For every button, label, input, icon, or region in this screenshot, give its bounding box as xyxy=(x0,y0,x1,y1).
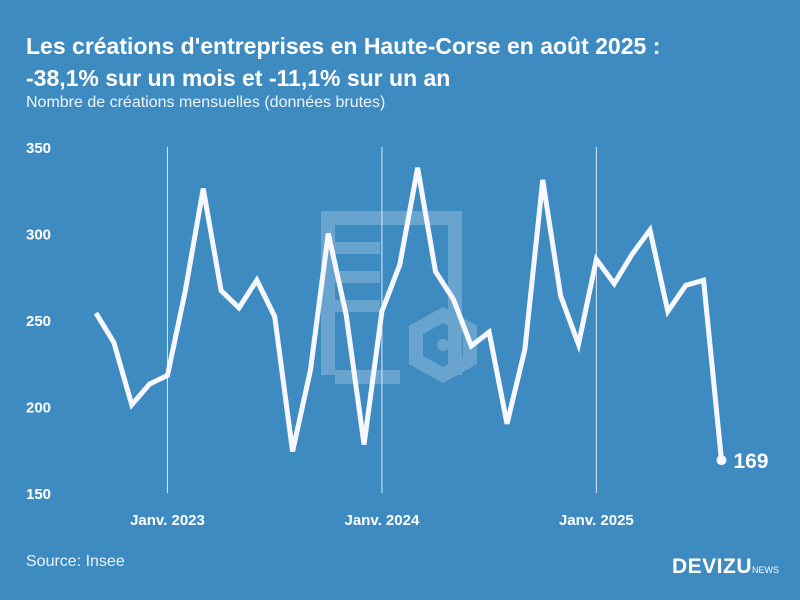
watermark-logo-icon xyxy=(321,211,477,384)
y-tick-label: 300 xyxy=(26,227,51,244)
logo-suffix: NEWS xyxy=(752,565,780,575)
chart-title: Les créations d'entreprises en Haute-Cor… xyxy=(26,30,660,94)
x-tick-label: Janv. 2023 xyxy=(130,512,205,529)
devizu-logo: DEVIZUNEWS xyxy=(672,555,779,579)
title-line-1: Les créations d'entreprises en Haute-Cor… xyxy=(26,33,661,59)
source-note: Source: Insee xyxy=(26,553,125,570)
y-tick-label: 150 xyxy=(26,486,51,503)
y-tick-label: 350 xyxy=(26,140,51,157)
title-line-2: -38,1% sur un mois et -11,1% sur un an xyxy=(26,65,451,91)
last-data-point xyxy=(716,455,727,466)
y-tick-label: 250 xyxy=(26,313,51,330)
logo-main: DEVIZU xyxy=(672,555,753,578)
last-value-label: 169 xyxy=(733,450,768,473)
x-tick-label: Janv. 2025 xyxy=(559,512,634,529)
series-line xyxy=(93,167,724,461)
chart-subtitle: Nombre de créations mensuelles (données … xyxy=(26,94,386,111)
x-tick-label: Janv. 2024 xyxy=(345,512,420,529)
y-tick-label: 200 xyxy=(26,400,51,417)
